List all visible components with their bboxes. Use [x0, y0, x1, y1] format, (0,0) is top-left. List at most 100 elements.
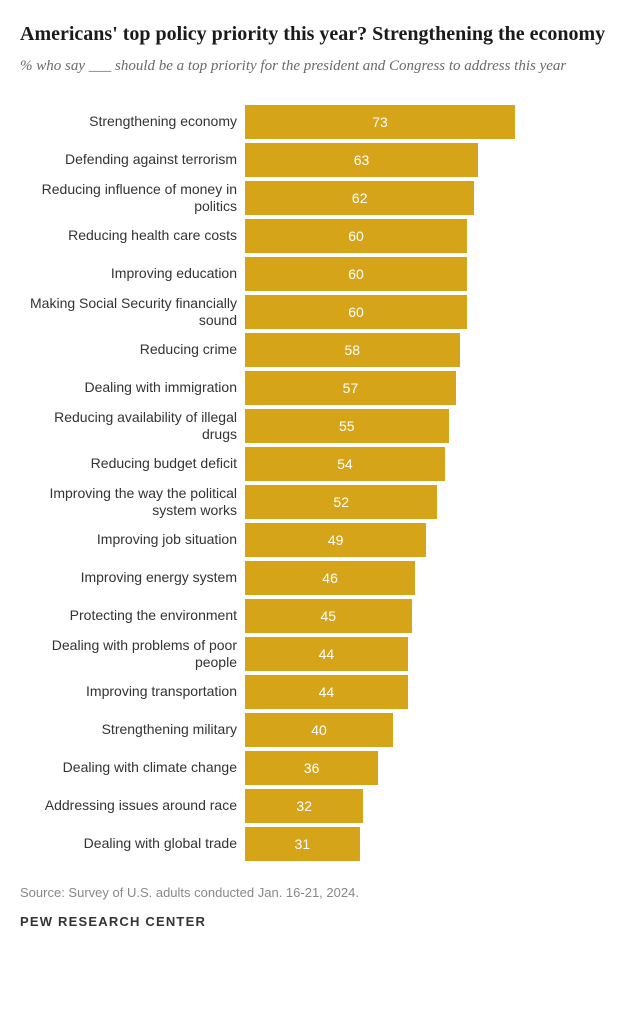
bar-label: Improving the way the political system w…	[20, 485, 245, 517]
bar-row: Reducing influence of money in politics 6…	[20, 181, 620, 215]
bar-fill: 40	[245, 713, 393, 747]
bar-track: 54	[245, 447, 615, 481]
bar-value: 60	[348, 228, 364, 244]
bar-value: 58	[345, 342, 361, 358]
bar-value: 55	[339, 418, 355, 434]
bar-track: 31	[245, 827, 615, 861]
bar-row: Addressing issues around race 32	[20, 789, 620, 823]
bar-fill: 45	[245, 599, 412, 633]
bar-chart: Strengthening economy 73 Defending against…	[20, 105, 620, 861]
bar-row: Defending against terrorism 63	[20, 143, 620, 177]
bar-row: Improving job situation 49	[20, 523, 620, 557]
bar-row: Improving transportation 44	[20, 675, 620, 709]
bar-fill: 54	[245, 447, 445, 481]
bar-value: 63	[354, 152, 370, 168]
bar-value: 32	[296, 798, 312, 814]
bar-label: Improving education	[20, 265, 245, 281]
bar-track: 73	[245, 105, 615, 139]
bar-fill: 73	[245, 105, 515, 139]
bar-value: 40	[311, 722, 327, 738]
bar-row: Improving the way the political system w…	[20, 485, 620, 519]
bar-value: 45	[320, 608, 336, 624]
bar-fill: 31	[245, 827, 360, 861]
bar-fill: 62	[245, 181, 474, 215]
bar-row: Dealing with problems of poor people 44	[20, 637, 620, 671]
bar-label: Defending against terrorism	[20, 151, 245, 167]
bar-fill: 58	[245, 333, 460, 367]
bar-fill: 57	[245, 371, 456, 405]
bar-label: Dealing with immigration	[20, 379, 245, 395]
bar-value: 36	[304, 760, 320, 776]
bar-track: 45	[245, 599, 615, 633]
bar-value: 62	[352, 190, 368, 206]
bar-row: Reducing crime 58	[20, 333, 620, 367]
source-note: Source: Survey of U.S. adults conducted …	[20, 885, 620, 900]
bar-row: Reducing availability of illegal drugs 55	[20, 409, 620, 443]
bar-label: Improving job situation	[20, 531, 245, 547]
bar-fill: 63	[245, 143, 478, 177]
org-footer: PEW RESEARCH CENTER	[20, 914, 620, 929]
bar-fill: 32	[245, 789, 363, 823]
bar-row: Dealing with climate change 36	[20, 751, 620, 785]
bar-value: 60	[348, 304, 364, 320]
bar-value: 31	[295, 836, 311, 852]
bar-row: Making Social Security financially sound…	[20, 295, 620, 329]
bar-track: 60	[245, 219, 615, 253]
bar-track: 60	[245, 257, 615, 291]
bar-label: Addressing issues around race	[20, 797, 245, 813]
bar-track: 32	[245, 789, 615, 823]
bar-label: Improving energy system	[20, 569, 245, 585]
bar-track: 62	[245, 181, 615, 215]
bar-track: 44	[245, 637, 615, 671]
bar-track: 52	[245, 485, 615, 519]
bar-value: 73	[372, 114, 388, 130]
bar-label: Dealing with climate change	[20, 759, 245, 775]
bar-row: Strengthening military 40	[20, 713, 620, 747]
bar-value: 46	[322, 570, 338, 586]
bar-fill: 44	[245, 637, 408, 671]
bar-value: 57	[343, 380, 359, 396]
bar-fill: 49	[245, 523, 426, 557]
bar-label: Improving transportation	[20, 683, 245, 699]
bar-label: Strengthening military	[20, 721, 245, 737]
bar-fill: 36	[245, 751, 378, 785]
bar-row: Reducing health care costs 60	[20, 219, 620, 253]
bar-label: Strengthening economy	[20, 113, 245, 129]
bar-label: Reducing crime	[20, 341, 245, 357]
bar-row: Protecting the environment 45	[20, 599, 620, 633]
bar-label: Dealing with global trade	[20, 835, 245, 851]
bar-label: Reducing health care costs	[20, 227, 245, 243]
bar-label: Reducing influence of money in politics	[20, 181, 245, 213]
bar-row: Reducing budget deficit54	[20, 447, 620, 481]
bar-row: Improving energy system 46	[20, 561, 620, 595]
bar-value: 60	[348, 266, 364, 282]
bar-row: Strengthening economy 73	[20, 105, 620, 139]
bar-track: 40	[245, 713, 615, 747]
bar-value: 52	[333, 494, 349, 510]
bar-track: 46	[245, 561, 615, 595]
bar-label: Making Social Security financially sound	[20, 295, 245, 327]
bar-track: 57	[245, 371, 615, 405]
bar-track: 63	[245, 143, 615, 177]
chart-title: Americans' top policy priority this year…	[20, 22, 620, 47]
bar-fill: 46	[245, 561, 415, 595]
bar-track: 58	[245, 333, 615, 367]
bar-label: Reducing availability of illegal drugs	[20, 409, 245, 441]
bar-track: 44	[245, 675, 615, 709]
bar-fill: 60	[245, 219, 467, 253]
bar-track: 36	[245, 751, 615, 785]
bar-fill: 60	[245, 295, 467, 329]
bar-value: 44	[319, 684, 335, 700]
bar-value: 44	[319, 646, 335, 662]
bar-fill: 52	[245, 485, 437, 519]
bar-row: Dealing with global trade 31	[20, 827, 620, 861]
bar-label: Dealing with problems of poor people	[20, 637, 245, 669]
bar-label: Reducing budget deficit	[20, 455, 245, 471]
bar-row: Dealing with immigration 57	[20, 371, 620, 405]
bar-fill: 44	[245, 675, 408, 709]
bar-value: 49	[328, 532, 344, 548]
bar-row: Improving education 60	[20, 257, 620, 291]
bar-track: 49	[245, 523, 615, 557]
bar-label: Protecting the environment	[20, 607, 245, 623]
bar-track: 55	[245, 409, 615, 443]
